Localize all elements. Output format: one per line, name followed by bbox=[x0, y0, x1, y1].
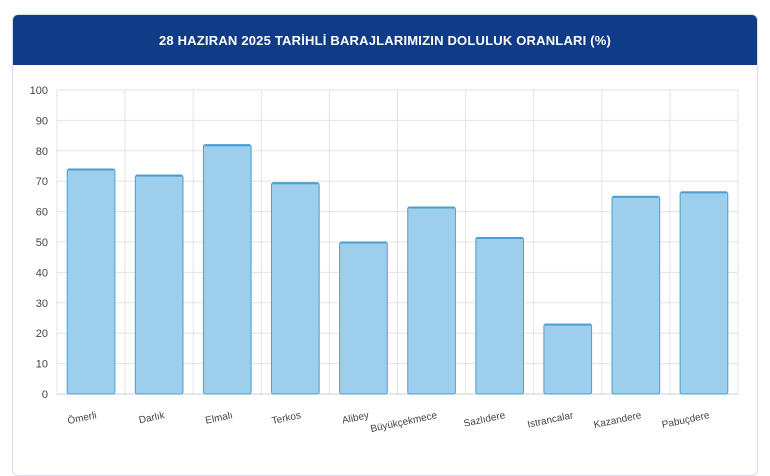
x-tick-label: Kazandere bbox=[593, 410, 643, 431]
y-tick-label: 40 bbox=[36, 267, 48, 279]
x-tick-label: Ömerli bbox=[66, 409, 97, 427]
bar bbox=[202, 144, 252, 395]
y-tick-label: 30 bbox=[36, 298, 48, 310]
bar bbox=[66, 168, 116, 395]
y-tick-label: 50 bbox=[36, 237, 48, 249]
x-tick-label: Pabuçdere bbox=[661, 410, 711, 431]
bar bbox=[407, 206, 456, 395]
x-tick-label: Büyükçekmece bbox=[370, 410, 439, 435]
bar bbox=[134, 174, 184, 395]
bar-chart: 0 10 20 30 40 50 60 70 80 90 100 Ömerli Darlık Elmalı… bbox=[30, 85, 739, 435]
chart-title: 28 HAZIRAN 2025 TARİHLİ BARAJLARIMIZIN D… bbox=[158, 32, 612, 48]
y-tick-label: 80 bbox=[36, 146, 48, 158]
x-tick-label: Darlık bbox=[138, 410, 167, 426]
bar bbox=[679, 191, 729, 395]
y-tick-label: 100 bbox=[30, 85, 48, 97]
bar bbox=[611, 195, 661, 395]
bar bbox=[475, 236, 524, 395]
y-tick-label: 90 bbox=[36, 115, 48, 127]
y-tick-label: 60 bbox=[36, 207, 48, 219]
y-tick-label: 10 bbox=[36, 359, 48, 371]
x-tick-label: Istrancalar bbox=[526, 410, 575, 431]
y-tick-label: 20 bbox=[36, 328, 48, 340]
bar bbox=[543, 323, 593, 395]
y-tick-label: 70 bbox=[36, 176, 48, 188]
x-tick-label: Sazlıdere bbox=[463, 410, 507, 430]
x-tick-label: Terkos bbox=[271, 410, 302, 427]
bar bbox=[339, 241, 388, 395]
y-tick-label: 0 bbox=[42, 389, 48, 401]
x-tick-label: Alibey bbox=[341, 410, 370, 426]
x-tick-label: Elmalı bbox=[204, 410, 233, 427]
bar bbox=[271, 182, 320, 395]
chart-header: 28 HAZIRAN 2025 TARİHLİ BARAJLARIMIZIN D… bbox=[13, 15, 757, 65]
